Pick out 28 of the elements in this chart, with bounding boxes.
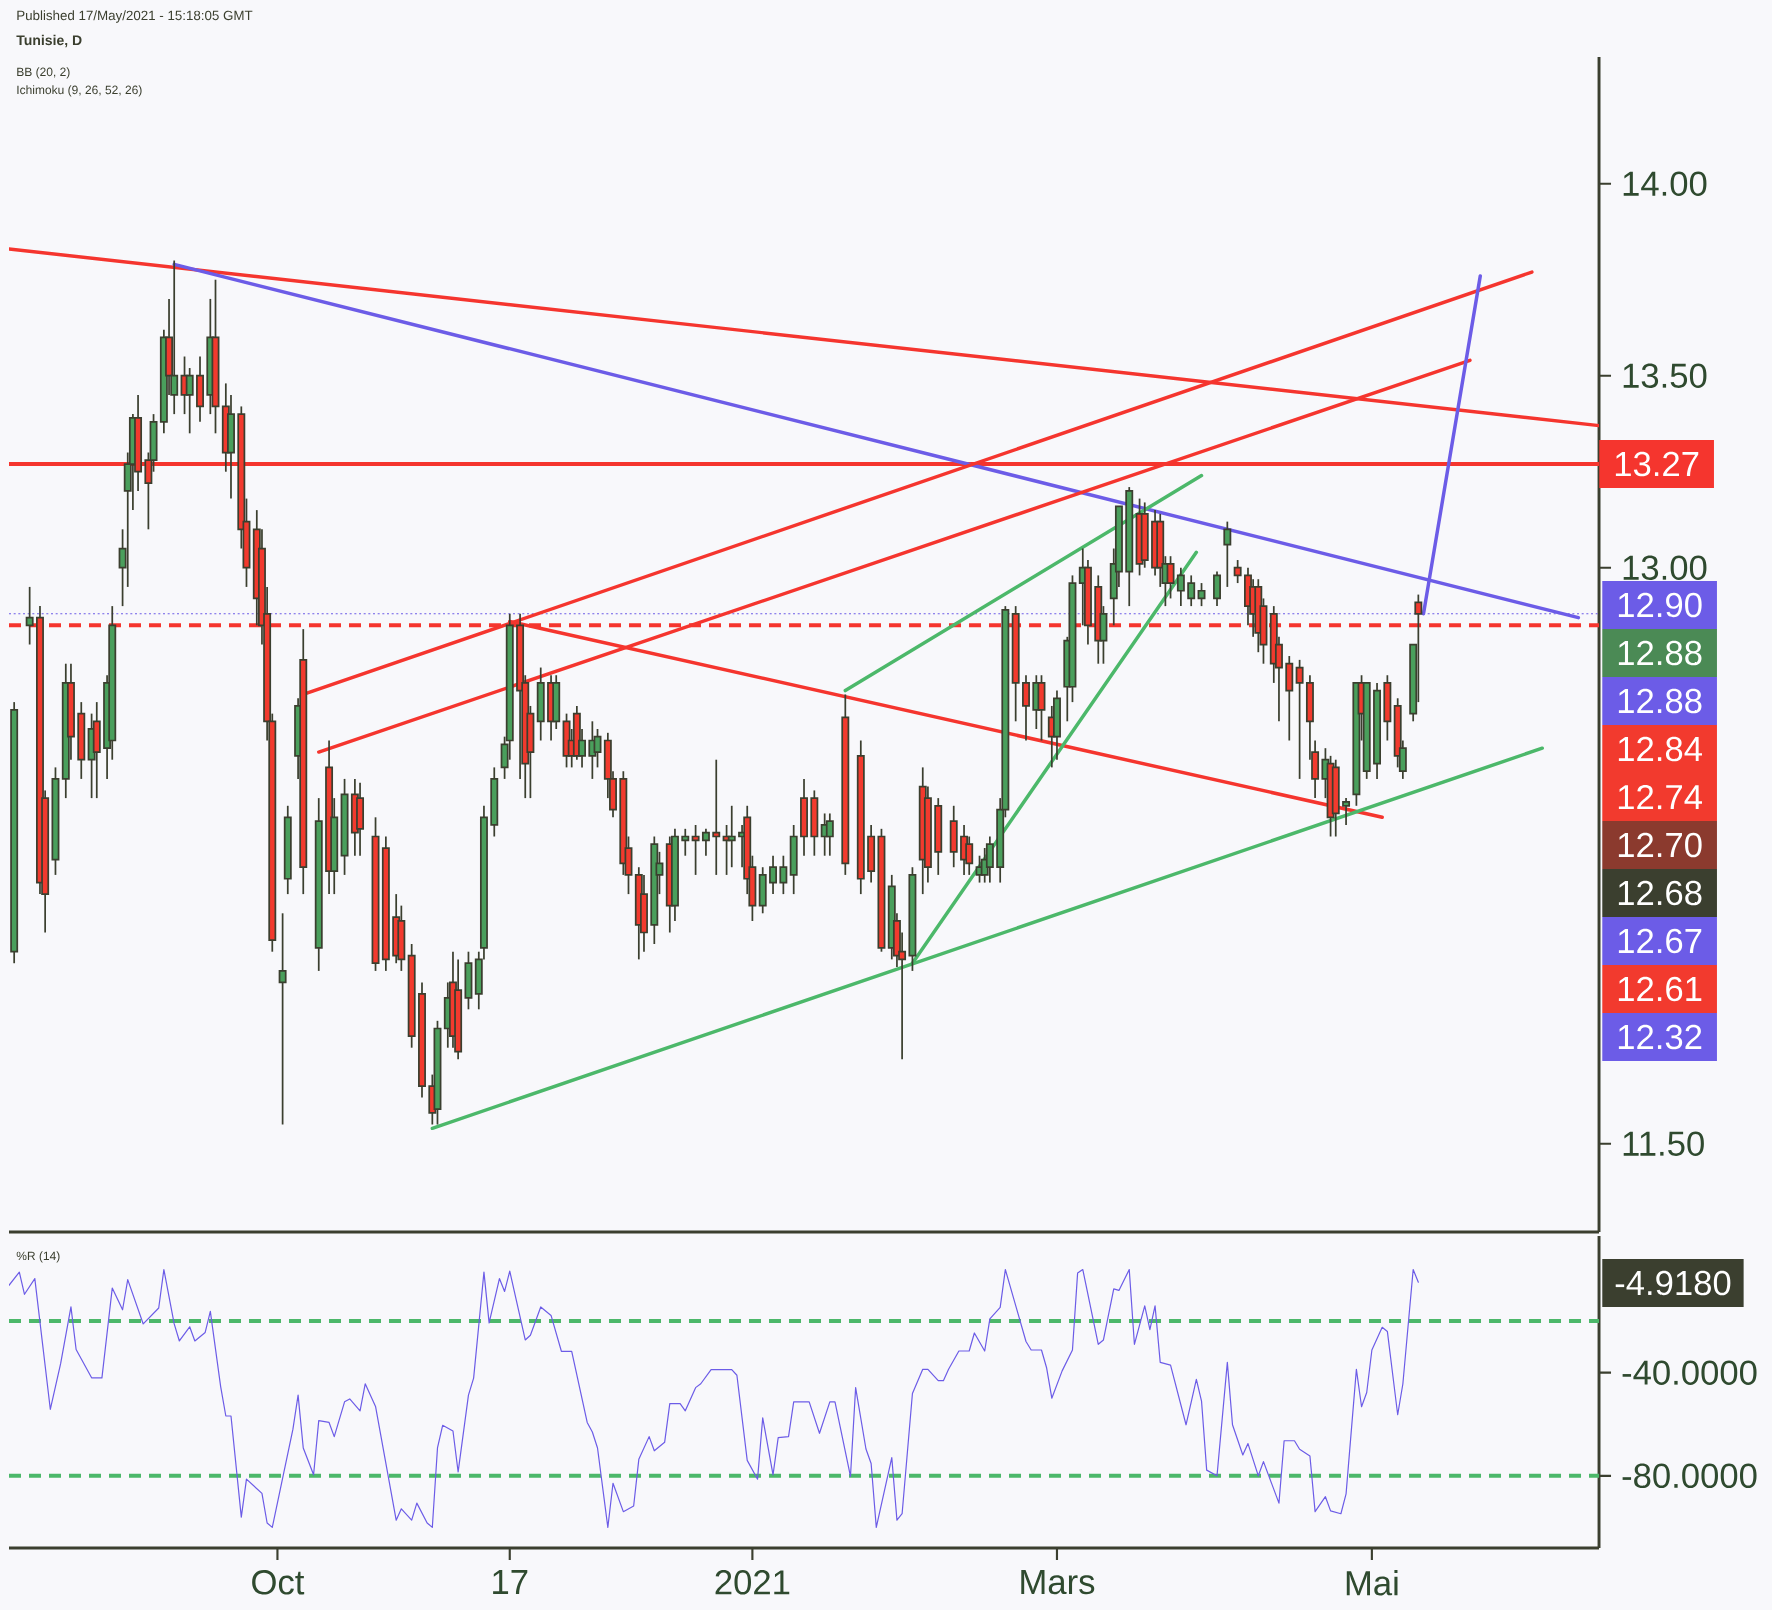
- annotation: Ichimoku (9, 26, 52, 26): [17, 85, 142, 97]
- annotation: BB (20, 2): [17, 67, 70, 79]
- text: 12.74: [1618, 784, 1702, 810]
- text: 12.67: [1618, 928, 1702, 954]
- x-tick-label: Mai: [1346, 1570, 1398, 1596]
- text: 12.61: [1618, 976, 1702, 1002]
- x-tick-label: Oct: [252, 1570, 305, 1595]
- text: 12.68: [1618, 880, 1702, 906]
- x-tick-label: Mars: [1021, 1570, 1095, 1595]
- x-tick-label: 17: [493, 1570, 528, 1594]
- y-tick-label: -40.0000: [1622, 1360, 1757, 1385]
- annotation: %R (14): [16, 1251, 60, 1263]
- y-tick-label: 13.50: [1623, 363, 1707, 388]
- y-tick-label: -80.0000: [1622, 1463, 1757, 1489]
- text: 12.84: [1618, 736, 1702, 762]
- chart-title: Tunisie, D: [16, 34, 82, 48]
- y-tick-label: 11.50: [1623, 1131, 1704, 1156]
- x-tick-label: 2021: [715, 1570, 790, 1595]
- text: Published 17/May/2021 - 15:18:05 GMT: [17, 10, 253, 23]
- text: -4.9180: [1615, 1270, 1731, 1296]
- text: 12.88: [1618, 688, 1702, 714]
- y-tick-label: 14.00: [1623, 171, 1707, 196]
- text: 12.90: [1618, 592, 1702, 618]
- text: 12.88: [1618, 640, 1702, 666]
- y-tick-label: 13.00: [1623, 555, 1707, 580]
- text: 12.32: [1618, 1024, 1702, 1050]
- ref-line-label: 13.27: [1615, 451, 1699, 477]
- text: 12.70: [1618, 832, 1702, 858]
